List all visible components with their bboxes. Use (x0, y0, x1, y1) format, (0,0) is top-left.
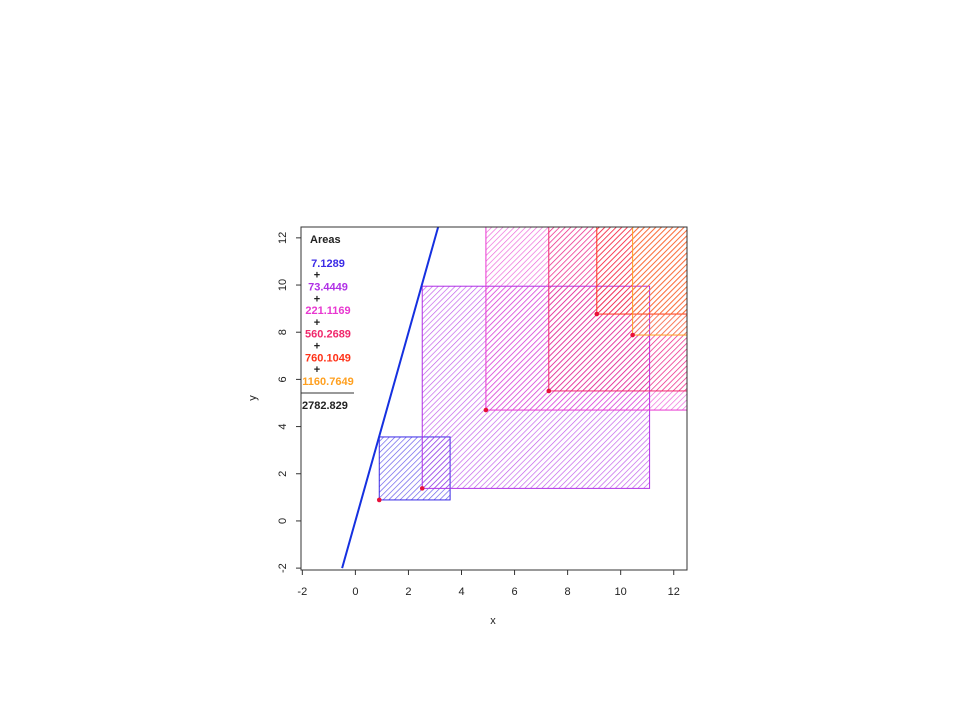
x-tick-label: 2 (405, 586, 411, 598)
square (632, 227, 687, 336)
plot-area (341, 227, 687, 569)
x-tick-label: 4 (458, 586, 464, 598)
area-label: 73.4449 (308, 282, 348, 294)
x-tick-label: -2 (297, 586, 307, 598)
corner-point (594, 311, 600, 317)
x-tick-label: 0 (352, 586, 358, 598)
area-label: 760.1049 (305, 352, 351, 364)
y-tick-label: -2 (277, 563, 289, 573)
line (341, 227, 440, 569)
y-axis-label: y (247, 395, 259, 401)
x-tick-label: 10 (615, 586, 627, 598)
square (548, 227, 687, 392)
y-tick-label: 10 (277, 279, 289, 291)
x-tick-label: 8 (565, 586, 571, 598)
x-axis-label: x (490, 615, 496, 627)
corner-point (630, 332, 635, 338)
area-label: 7.1289 (311, 258, 345, 270)
y-tick-label: 4 (277, 424, 289, 430)
x-tick-label: 12 (668, 586, 680, 598)
area-label: 221.1169 (305, 305, 350, 317)
plus-sign: + (314, 293, 320, 305)
y-tick-label: 12 (277, 232, 289, 244)
y-tick-label: 0 (277, 518, 289, 524)
corner-point (419, 486, 425, 491)
y-tick-label: 2 (277, 471, 289, 477)
area-label: 1160.7649 (302, 376, 353, 388)
total: 2782.829 (302, 400, 348, 412)
corner-point (483, 407, 489, 413)
plus-sign: + (314, 270, 320, 282)
y-tick-label: 8 (277, 329, 289, 335)
plus-sign: + (314, 317, 320, 329)
x-tick-label: 6 (511, 586, 517, 598)
plot-frame (300, 226, 688, 571)
corner-point (546, 388, 552, 394)
legend-title: Areas (310, 234, 341, 246)
area-label: 560.2689 (305, 329, 351, 341)
plus-sign: + (314, 364, 320, 376)
plus-sign: + (314, 341, 320, 353)
y-tick-label: 6 (277, 376, 289, 382)
corner-point (376, 497, 382, 503)
